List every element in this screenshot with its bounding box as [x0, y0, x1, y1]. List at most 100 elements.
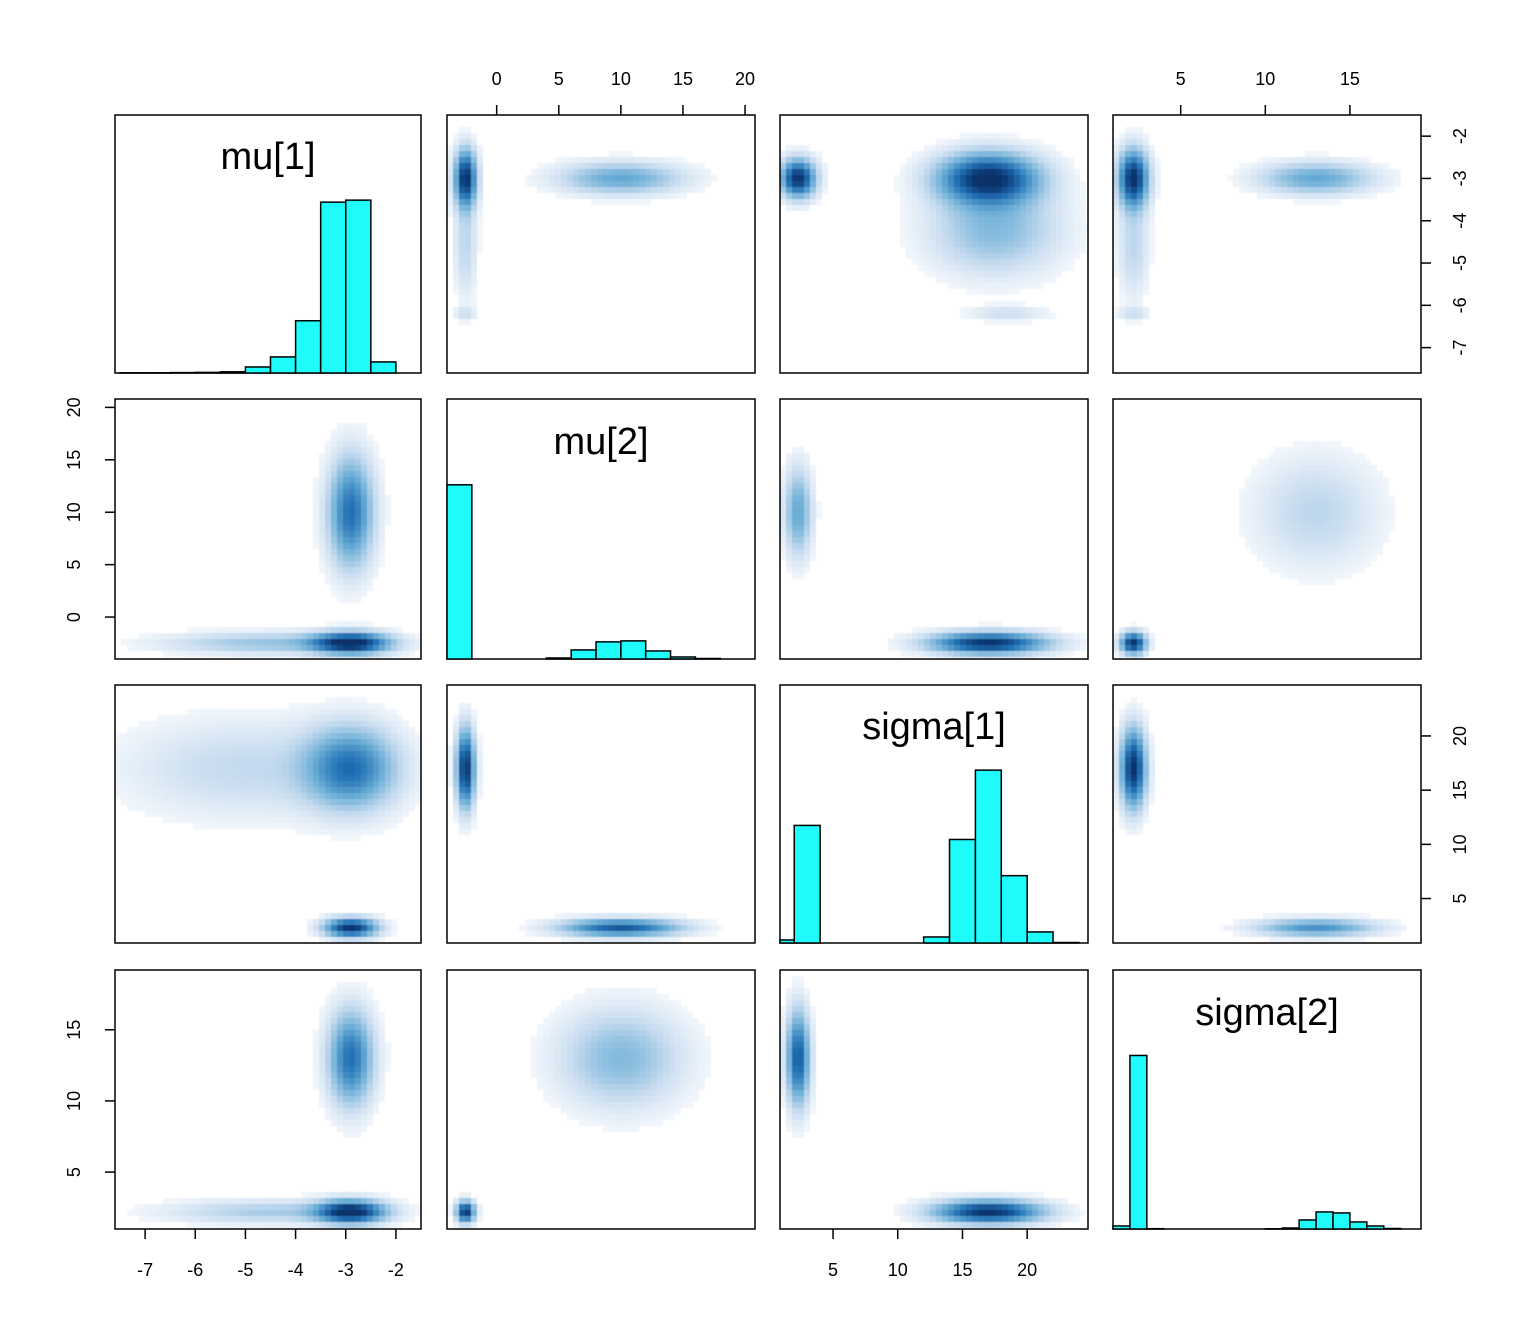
density-panel-mu2-vs-mu1	[114, 398, 422, 660]
histogram-bar-mu2-8	[644, 650, 672, 660]
histogram-bar-mu2-5	[570, 649, 597, 660]
density-panel-sigma2-vs-mu2	[446, 969, 756, 1230]
axis-left-sigma2: 5 10 15	[64, 1020, 115, 1177]
panel-frame	[114, 684, 422, 944]
histogram-bar-sigma1-8	[974, 769, 1003, 944]
axis-bottom-mu1: -7 -6 -5 -4 -3 -2	[137, 1229, 404, 1280]
panel-frame	[779, 114, 1089, 374]
histogram-bar-sigma2-15	[1366, 1225, 1385, 1230]
diag-title-mu2: mu[2]	[553, 421, 648, 463]
density-cells	[447, 703, 723, 943]
histogram-bar-mu1-10	[370, 361, 397, 374]
density-panel-sigma1-vs-mu1	[114, 684, 422, 944]
histogram-bar-mu1-8	[319, 201, 347, 374]
tick-label: -4	[288, 1260, 304, 1280]
tick-label: -3	[1450, 170, 1470, 186]
tick-label: 15	[952, 1260, 972, 1280]
density-cells	[780, 976, 1086, 1229]
histogram-panel-sigma2	[1112, 969, 1422, 1230]
panel-background	[780, 399, 1088, 659]
tick-label: -5	[237, 1260, 253, 1280]
tick-label: 10	[64, 1091, 84, 1111]
tick-label: -6	[1450, 297, 1470, 313]
axis-right-sigma1: 5 10 15 20	[1421, 726, 1470, 904]
density-panel-sigma2-vs-mu1	[114, 969, 422, 1230]
tick-label: 5	[64, 560, 84, 570]
histogram-bar-sigma2-16	[1383, 1227, 1402, 1230]
density-cells	[780, 133, 1088, 325]
tick-label: -2	[388, 1260, 404, 1280]
density-panel-sigma1-vs-sigma2	[1112, 684, 1422, 944]
histogram-bar-mu2-4	[545, 657, 572, 660]
tick-label: 0	[64, 612, 84, 622]
histogram-bar-sigma2-1	[1129, 1054, 1148, 1230]
density-cells	[115, 697, 421, 943]
histogram-bar-sigma1-10	[1026, 931, 1054, 944]
density-panel-mu2-vs-sigma1	[779, 398, 1089, 660]
tick-label: 10	[888, 1260, 908, 1280]
panel-frame	[114, 398, 422, 660]
density-cells	[1113, 697, 1407, 943]
histogram-bar-sigma2-11	[1298, 1219, 1317, 1230]
density-cells	[447, 127, 717, 325]
histogram-bar-sigma2-12	[1315, 1211, 1334, 1230]
tick-label: -4	[1450, 213, 1470, 229]
diag-title-sigma1: sigma[1]	[862, 706, 1006, 748]
histogram-bar-mu2-6	[595, 641, 622, 660]
panel-frame	[446, 114, 756, 374]
histogram-bar-mu1-5	[244, 366, 272, 374]
panel-frame	[446, 398, 756, 660]
tick-label: 20	[1017, 1260, 1037, 1280]
histogram-bar-sigma1-7	[948, 838, 977, 944]
panel-background	[447, 115, 755, 373]
panel-frame	[1112, 398, 1422, 660]
histogram-bar-sigma2-0	[1112, 1225, 1131, 1230]
tick-label: -7	[137, 1260, 153, 1280]
histogram-bar-mu2-9	[669, 656, 697, 660]
panel-frame	[446, 684, 756, 944]
diag-title-sigma2: sigma[2]	[1195, 992, 1339, 1034]
histogram-bar-sigma1-11	[1052, 941, 1080, 944]
panel-frame	[1112, 684, 1422, 944]
histogram-bar-sigma2-10	[1281, 1227, 1300, 1230]
histogram-panel-mu1	[114, 114, 422, 374]
histogram-bar-mu1-4	[219, 371, 247, 374]
panel-background	[1113, 685, 1421, 943]
tick-label: 20	[735, 69, 755, 89]
density-cells	[1113, 441, 1395, 659]
tick-label: -6	[187, 1260, 203, 1280]
histogram-bar-mu2-0	[446, 484, 473, 660]
panel-background	[1113, 115, 1421, 373]
tick-label: -7	[1450, 340, 1470, 356]
tick-label: -3	[338, 1260, 354, 1280]
density-panel-mu1-vs-mu2	[446, 114, 756, 374]
density-cells	[1113, 127, 1401, 325]
axis-left-mu2: 0 5 10 15 20	[64, 397, 115, 622]
panel-frame	[1112, 114, 1422, 374]
density-panel-sigma2-vs-sigma1	[779, 969, 1089, 1230]
histogram-bar-sigma2-14	[1349, 1221, 1368, 1230]
histogram-bar-mu1-6	[269, 356, 297, 374]
tick-label: -5	[1450, 255, 1470, 271]
tick-label: 10	[1450, 834, 1470, 854]
panel-frame	[114, 969, 422, 1230]
histogram-bar-sigma1-0	[779, 939, 795, 944]
histogram-panel-mu2	[446, 398, 756, 660]
histogram-bar-sigma1-9	[1000, 874, 1028, 944]
density-cells	[447, 988, 711, 1228]
panel-background	[780, 970, 1088, 1229]
tick-label: 0	[492, 69, 502, 89]
axis-right-mu1: -2 -3 -4 -5 -6 -7	[1421, 128, 1470, 356]
panel-frame	[446, 969, 756, 1230]
tick-label: 5	[554, 69, 564, 89]
axis-top-sigma2: 5 10 15	[1176, 69, 1360, 115]
density-cells	[121, 423, 421, 659]
tick-label: 5	[1450, 894, 1470, 904]
tick-label: 10	[611, 69, 631, 89]
tick-label: 20	[64, 397, 84, 417]
histogram-bar-sigma1-1	[793, 824, 821, 944]
histogram-bar-mu2-7	[620, 640, 647, 660]
histogram-bar-mu1-7	[294, 319, 322, 374]
tick-label: 20	[1450, 726, 1470, 746]
